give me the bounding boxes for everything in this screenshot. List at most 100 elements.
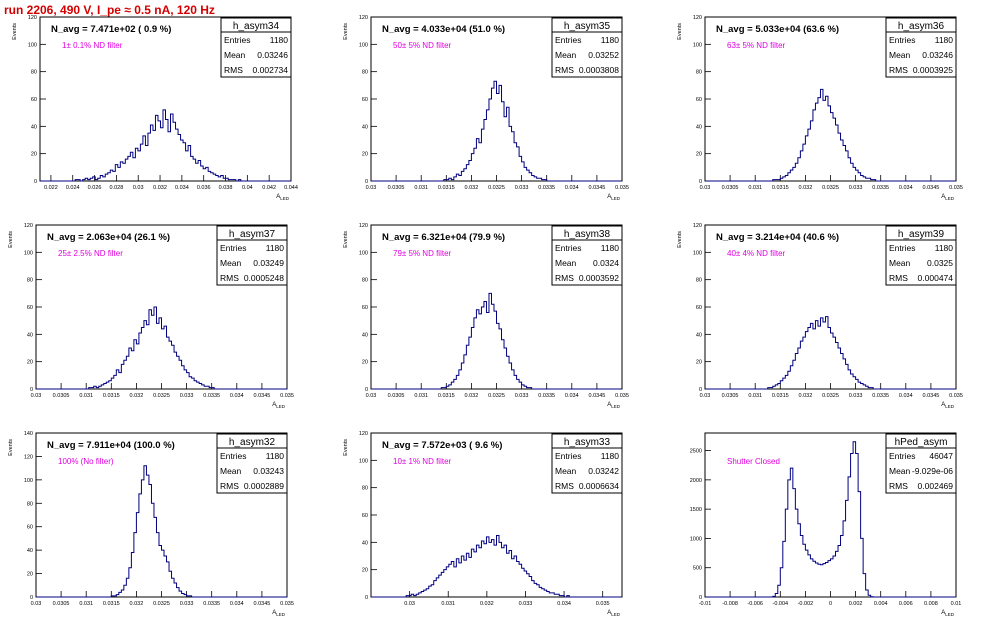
stats-histogram-name: h_asym39	[898, 229, 945, 240]
stats-box	[885, 433, 957, 494]
x-axis-label: ALED	[607, 402, 621, 409]
y-tick-label: 120	[24, 454, 33, 460]
navg-title: N_avg = 7.471e+02 ( 0.9 %)	[51, 24, 171, 35]
stats-value: 0.03252	[588, 50, 619, 60]
y-tick-label: 120	[359, 431, 368, 437]
x-tick-label: 0.03	[366, 185, 377, 191]
x-tick-label: 0.034	[557, 601, 571, 607]
y-tick-label: 40	[696, 124, 702, 130]
y-tick-label: 40	[362, 540, 368, 546]
stats-histogram-name: h_asym34	[233, 21, 280, 32]
histogram-line	[40, 109, 291, 182]
x-tick-label: 0.035	[949, 185, 963, 191]
x-tick-label: 0.04	[242, 185, 253, 191]
x-tick-label: 0.0315	[438, 185, 455, 191]
y-tick-label: 60	[362, 305, 368, 311]
x-tick-label: 0.03	[31, 601, 42, 607]
y-axis-label: Events	[343, 23, 349, 40]
y-tick-label: 80	[362, 278, 368, 284]
x-tick-label: 0.0345	[588, 393, 605, 399]
y-tick-label: 120	[28, 15, 37, 21]
y-tick-label: 40	[362, 124, 368, 130]
stats-box	[551, 17, 623, 78]
y-tick-label: 20	[362, 152, 368, 158]
x-tick-label: 0.03	[700, 393, 711, 399]
x-tick-label: 0.0315	[772, 185, 789, 191]
y-tick-label: 60	[696, 97, 702, 103]
x-tick-label: 0.0345	[253, 393, 270, 399]
y-tick-label: 80	[696, 70, 702, 76]
stats-value: 0.0003808	[579, 65, 619, 75]
y-tick-label: 100	[359, 250, 368, 256]
stats-key: Entries	[220, 451, 246, 461]
y-tick-label: 60	[362, 97, 368, 103]
stats-key: Mean	[555, 50, 577, 60]
x-tick-label: 0.022	[44, 185, 58, 191]
y-tick-label: 40	[27, 548, 33, 554]
y-tick-label: 0	[30, 595, 33, 601]
navg-title: N_avg = 7.911e+04 (100.0 %)	[47, 440, 175, 451]
y-axis-label: Events	[677, 231, 683, 248]
y-tick-label: 120	[359, 223, 368, 229]
stats-box	[885, 225, 957, 286]
stats-histogram-name: hPed_asym	[895, 437, 948, 448]
y-axis-label: Events	[343, 439, 349, 456]
y-tick-label: 80	[27, 501, 33, 507]
y-tick-label: 80	[362, 486, 368, 492]
x-tick-label: 0.035	[596, 601, 610, 607]
x-tick-label: 0.024	[66, 185, 80, 191]
x-tick-label: 0.028	[110, 185, 124, 191]
stats-histogram-name: h_asym36	[898, 21, 945, 32]
x-tick-label: 0.0345	[922, 185, 939, 191]
navg-title: N_avg = 4.033e+04 (51.0 %)	[382, 24, 505, 35]
x-axis-label: ALED	[272, 402, 286, 409]
x-tick-label: 0.042	[262, 185, 276, 191]
navg-title: N_avg = 6.321e+04 (79.9 %)	[382, 232, 505, 243]
x-tick-label: 0.0305	[722, 393, 739, 399]
y-tick-label: 100	[693, 250, 702, 256]
stats-box	[551, 433, 623, 494]
histogram-panel-h_asym39: 0 20 40 60 80 100 120 0.03 0.0305 0.031 0.0315 0.03…	[677, 223, 963, 409]
histogram-panel-h_asym38: 0 20 40 60 80 100 120 0.03 0.0305 0.031 0.0315 0.03…	[343, 223, 629, 409]
stats-value: 0.0324	[593, 258, 619, 268]
stats-key: Entries	[889, 35, 915, 45]
y-tick-label: 0	[365, 595, 368, 601]
stats-value: 0.0005248	[244, 273, 284, 283]
stats-key: RMS	[555, 481, 574, 491]
stats-histogram-name: h_asym32	[229, 437, 276, 448]
x-tick-label: 0.032	[799, 393, 813, 399]
stats-key: RMS	[220, 481, 239, 491]
stats-histogram-name: h_asym38	[564, 229, 611, 240]
histogram-line	[705, 316, 956, 390]
y-tick-label: 20	[31, 152, 37, 158]
stats-key: Entries	[889, 243, 915, 253]
stats-value: 1180	[601, 35, 620, 45]
y-tick-label: 80	[696, 278, 702, 284]
x-axis-label: ALED	[607, 194, 621, 201]
x-tick-label: 0.0315	[438, 393, 455, 399]
y-tick-label: 100	[28, 42, 37, 48]
y-tick-label: 0	[365, 179, 368, 185]
stats-key: RMS	[555, 273, 574, 283]
filter-annotation: 100% (No filter)	[58, 457, 114, 466]
x-tick-label: 0.03	[700, 185, 711, 191]
y-tick-label: 100	[24, 250, 33, 256]
x-tick-label: 0.031	[79, 601, 93, 607]
stats-key: Mean	[224, 50, 246, 60]
x-tick-label: 0.032	[480, 601, 494, 607]
x-tick-label: 0.0305	[388, 185, 405, 191]
filter-annotation: Shutter Closed	[727, 457, 780, 466]
x-tick-label: 0.032	[130, 393, 144, 399]
x-tick-label: 0.031	[79, 393, 93, 399]
y-tick-label: 0	[699, 387, 702, 393]
stats-key: RMS	[889, 481, 908, 491]
y-tick-label: 60	[27, 305, 33, 311]
x-tick-label: 0.033	[180, 393, 194, 399]
y-axis-label: Events	[343, 231, 349, 248]
y-tick-label: 2000	[690, 478, 702, 484]
y-tick-label: 40	[31, 124, 37, 130]
x-tick-label: 0.0315	[103, 393, 120, 399]
x-tick-label: 0.0335	[203, 393, 220, 399]
y-tick-label: 20	[696, 360, 702, 366]
y-tick-label: 20	[27, 360, 33, 366]
